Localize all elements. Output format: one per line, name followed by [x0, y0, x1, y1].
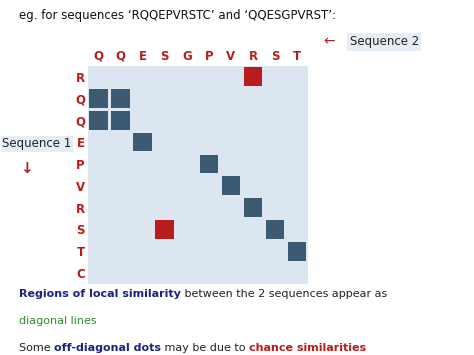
Text: Some: Some: [19, 343, 54, 353]
Bar: [288, 242, 307, 261]
Bar: [155, 220, 174, 239]
Text: may be due to: may be due to: [161, 343, 249, 353]
Text: between the 2 sequences appear as: between the 2 sequences appear as: [181, 289, 387, 299]
Bar: [244, 198, 263, 217]
Text: ↓: ↓: [20, 161, 32, 176]
Text: Sequence 1: Sequence 1: [2, 137, 72, 150]
Text: eg. for sequences ‘RQQEPVRSTC’ and ‘QQESGPVRST’:: eg. for sequences ‘RQQEPVRSTC’ and ‘QQES…: [19, 9, 336, 22]
Text: chance similarities: chance similarities: [249, 343, 366, 353]
Text: ←: ←: [324, 35, 336, 49]
Bar: [200, 155, 219, 173]
Bar: [89, 89, 108, 108]
Bar: [111, 111, 130, 130]
Bar: [133, 133, 152, 151]
Bar: [89, 111, 108, 130]
Text: Sequence 2: Sequence 2: [350, 36, 419, 48]
Text: diagonal lines: diagonal lines: [19, 316, 97, 326]
Text: Regions of local similarity: Regions of local similarity: [19, 289, 181, 299]
Bar: [221, 176, 240, 195]
Bar: [244, 67, 263, 86]
Bar: [265, 220, 284, 239]
Text: off-diagonal dots: off-diagonal dots: [54, 343, 161, 353]
Bar: [111, 89, 130, 108]
